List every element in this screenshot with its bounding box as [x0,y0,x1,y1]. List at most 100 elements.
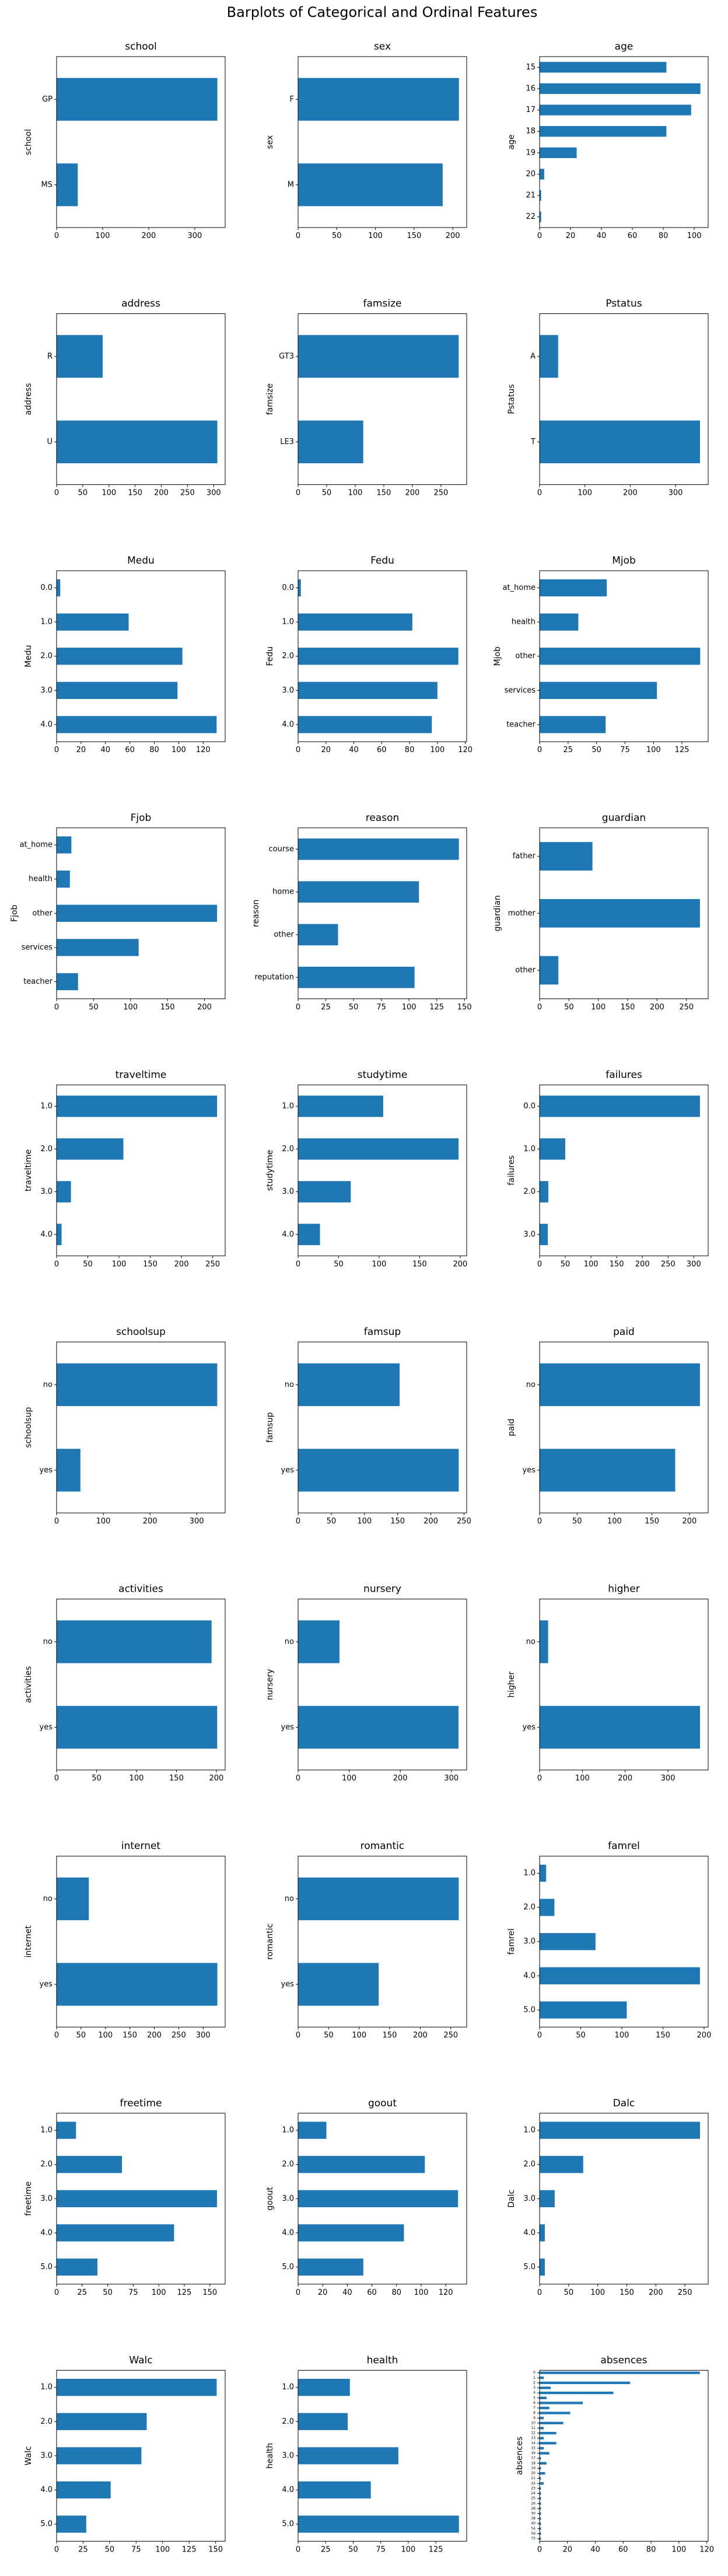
y-tick-label: T [530,438,536,446]
y-axis-label: paid [507,1418,516,1436]
subplot-title: nursery [363,1584,401,1595]
subplot-nursery: nursery no yes 0 100 200 300 nursery [265,1584,467,1783]
x-tick-label: 0 [537,2031,542,2040]
y-tick-label: 5.0 [282,2520,294,2529]
axes-frame [298,2113,467,2285]
bar-age-17 [540,104,691,116]
subplot-title: paid [613,1326,635,1338]
x-tick-label: 40 [597,232,607,240]
axes-frame [298,1341,467,1514]
y-tick-label: home [272,887,294,896]
x-tick-label: 250 [172,2031,186,2040]
y-axis-label: guardian [493,895,502,931]
axes-frame [539,2369,709,2542]
subplot-title: age [615,41,634,53]
bar-guardian-other [540,956,559,985]
y-tick-label: other [515,652,536,660]
y-tick-label: 3.0 [40,686,52,695]
subplot-guardian: guardian father mother other 0 50 100 150 200 250… [493,812,709,1012]
bar-romantic-yes [298,1963,379,2006]
bar-absences-8 [540,2411,570,2414]
x-tick-label: 150 [123,2031,137,2040]
x-tick-label: 100 [368,232,383,240]
figure-suptitle: Barplots of Categorical and Ordinal Feat… [227,4,538,20]
y-tick-label: U [47,438,52,446]
x-tick-label: 0 [296,1517,300,1526]
x-tick-label: 40 [590,2545,600,2554]
y-tick-label: 3 [533,2386,536,2390]
x-tick-label: 100 [615,2031,629,2040]
x-tick-label: 20 [76,746,86,754]
y-tick-label: 0.0 [282,583,294,592]
bar-nursery-yes [298,1705,459,1749]
y-tick-label: 3.0 [523,1937,536,1946]
x-tick-label: 200 [143,1517,158,1526]
x-tick-label: 60 [377,746,387,754]
x-tick-label: 150 [390,1517,405,1526]
x-tick-label: 20 [321,746,331,754]
subplot-title: internet [121,1840,161,1852]
subplot-school: school GP MS 0 100 200 300 school [24,41,226,240]
y-tick-label: 1.0 [282,1102,294,1111]
bar-absences-6 [540,2402,583,2404]
x-tick-label: 200 [446,232,460,240]
y-axis-label: absences [515,2437,524,2475]
bar-age-21 [540,190,541,201]
y-tick-label: 30 [531,2512,536,2516]
subplot-title: traveltime [116,1069,167,1081]
axes-frame [56,827,226,999]
axes-frame [298,827,467,999]
axes-frame [298,1599,467,1771]
y-tick-label: reputation [254,973,294,982]
y-tick-label: 0.0 [523,1102,536,1111]
x-tick-label: 25 [321,2545,331,2554]
bar-failures-2.0 [540,1181,548,1203]
bar-absences-12 [540,2431,556,2435]
y-tick-label: 2.0 [40,652,52,660]
y-tick-label: 2.0 [40,1145,52,1154]
x-tick-label: 200 [147,2031,162,2040]
x-tick-label: 20 [318,2288,328,2297]
subplot-title: Medu [127,555,155,567]
x-tick-label: 250 [457,1517,471,1526]
x-tick-label: 120 [439,2288,453,2297]
y-tick-label: 8 [533,2411,536,2415]
x-tick-label: 0 [537,1260,542,1268]
bar-failures-0.0 [540,1095,700,1117]
y-tick-label: health [512,618,536,627]
y-tick-label: 5.0 [40,2263,52,2271]
y-axis-label: studytime [265,1150,275,1191]
bar-age-22 [540,211,541,222]
y-axis-label: famsize [265,383,275,415]
axes-frame [56,570,226,742]
x-tick-label: 200 [453,1260,467,1268]
bar-absences-40 [540,2522,541,2525]
x-tick-label: 80 [659,232,668,240]
bar-age-16 [540,83,701,95]
bar-famrel-5.0 [540,2001,627,2019]
y-tick-label: 4.0 [282,720,294,729]
x-tick-label: 100 [96,1517,111,1526]
subplot-romantic: romantic no yes 0 50 100 150 200 250 romantic [265,1840,467,2040]
x-tick-label: 75 [128,2288,138,2297]
x-tick-label: 60 [125,746,135,754]
axes-frame [539,827,709,999]
y-tick-label: 15 [531,2446,536,2450]
bar-freetime-5.0 [57,2258,98,2276]
y-tick-label: 4.0 [40,1230,52,1239]
bar-famsup-yes [298,1449,459,1492]
y-tick-label: 26 [531,2501,536,2505]
x-tick-label: 300 [190,1517,204,1526]
bar-absences-23 [540,2487,541,2490]
y-tick-label: 4.0 [523,2228,536,2237]
subplot-title: Mjob [612,555,636,567]
x-tick-label: 200 [393,1774,408,1783]
y-tick-label: 22 [531,2481,536,2486]
subplot-famsup: famsup no yes 0 50 100 150 200 250 famsup [265,1326,471,1526]
bar-sex-F [298,78,459,121]
x-tick-label: 60 [618,2545,628,2554]
bar-health-1.0 [298,2379,350,2396]
x-tick-label: 100 [671,2545,686,2554]
x-tick-label: 0 [537,232,542,240]
y-tick-label: yes [40,1723,53,1732]
